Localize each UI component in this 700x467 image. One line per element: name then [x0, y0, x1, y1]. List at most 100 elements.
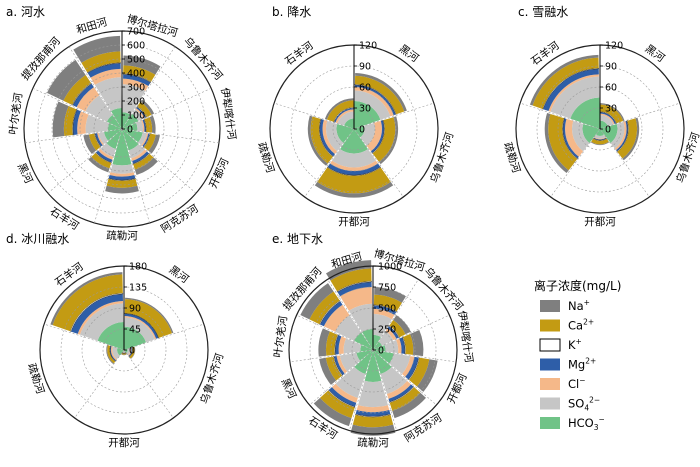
legend-swatch	[540, 378, 560, 390]
wedge-Na	[319, 357, 337, 385]
wedge-Ca	[617, 118, 638, 159]
wedge-Mg	[405, 356, 419, 380]
wedge-Na	[106, 344, 114, 365]
category-label: 石羊河	[528, 39, 562, 68]
wedge-SO4	[550, 76, 600, 119]
radial-tick-label: 1000	[378, 262, 402, 273]
wedge-Ca	[107, 345, 116, 364]
wedge-K	[334, 334, 339, 355]
category-label: 叶尔羌河	[6, 91, 25, 135]
wedge-Mg	[124, 313, 159, 339]
wedge-Na	[73, 35, 121, 63]
wedge-Na	[378, 116, 399, 165]
wedge-HCO3	[108, 123, 122, 131]
panel-5: e. 地下水02505007501000博尔塔拉河乌鲁木齐河伊犁喀什河开都河阿克…	[271, 232, 476, 449]
wedge-Cl	[335, 109, 354, 124]
wedge-K	[354, 83, 397, 115]
wedge-HCO3	[364, 350, 382, 382]
wedge-Ca	[389, 320, 406, 338]
wedge-HCO3	[570, 97, 600, 129]
wedge-Na	[149, 115, 156, 134]
wedge-SO4	[373, 313, 392, 338]
wedge-SO4	[132, 109, 144, 122]
wedge-Mg	[327, 163, 381, 176]
category-label: 疏勒河	[255, 141, 277, 175]
wedge-Na	[393, 315, 411, 335]
legend-swatch	[540, 358, 560, 371]
panel-title: d. 冰川融水	[6, 232, 69, 246]
spoke	[599, 128, 650, 198]
wedge-Ca	[409, 357, 430, 387]
category-label: 疏勒河	[106, 229, 138, 242]
radial-tick-label: 750	[378, 283, 396, 294]
wedge-SO4	[600, 115, 614, 127]
spoke	[304, 128, 355, 198]
legend-swatch	[540, 417, 560, 429]
wedge-Mg	[562, 118, 579, 159]
wedge-Cl	[600, 113, 615, 125]
wedge-Na	[590, 141, 610, 146]
wedge-Ca	[63, 74, 92, 105]
wedge-Ca	[352, 414, 394, 428]
wedge-Ca	[372, 117, 396, 162]
grid-circle	[332, 107, 376, 151]
wedge-HCO3	[373, 334, 381, 350]
category-label: 阿克苏河	[158, 202, 201, 236]
grid-circle	[578, 107, 622, 151]
wedge-Cl	[565, 118, 584, 157]
spoke	[68, 46, 123, 130]
wedge-Cl	[76, 87, 100, 112]
panel-title: e. 地下水	[272, 232, 323, 246]
wedge-Na	[46, 59, 86, 101]
spoke	[121, 88, 212, 130]
wedge-Cl	[336, 355, 348, 374]
category-label: 和田河	[75, 16, 109, 37]
category-label: 疏勒河	[25, 362, 47, 396]
wedge-K	[326, 166, 382, 177]
wedge-Cl	[330, 160, 378, 171]
wedge-Na	[318, 328, 330, 357]
spoke	[121, 128, 197, 194]
wedge-Na	[529, 54, 599, 106]
wedge-Na	[125, 297, 174, 334]
wedge-K	[388, 325, 400, 338]
wedge-Cl	[396, 338, 402, 354]
radial-tick-label: 120	[605, 41, 623, 52]
legend-title: 离子浓度(mg/L)	[534, 278, 621, 293]
wedge-SO4	[335, 366, 366, 399]
radial-tick-label: 700	[127, 27, 145, 38]
wedge-Cl	[402, 356, 415, 377]
wedge-Ca	[121, 353, 127, 355]
category-label: 开都河	[108, 437, 140, 449]
spoke	[74, 349, 125, 419]
wedge-Mg	[87, 63, 121, 78]
wedge-Na	[392, 392, 426, 419]
wedge-SO4	[358, 380, 388, 408]
wedge-Mg	[616, 120, 628, 152]
wedge-K	[389, 386, 415, 404]
wedge-SO4	[136, 120, 143, 132]
wedge-Na	[410, 330, 424, 357]
wedge-Ca	[320, 390, 355, 419]
wedge-K	[69, 292, 124, 332]
wedge-Mg	[72, 83, 94, 108]
grid-circle	[37, 44, 207, 214]
wedge-HCO3	[373, 341, 383, 350]
wedge-SO4	[94, 77, 122, 112]
panel-title: b. 降水	[272, 5, 311, 19]
wedge-Ca	[91, 152, 112, 169]
wedge-Na	[326, 260, 372, 281]
wedge-HCO3	[106, 129, 122, 150]
wedge-SO4	[122, 84, 146, 115]
wedge-Ca	[123, 65, 156, 82]
wedge-HCO3	[122, 129, 139, 151]
wedge-Ca	[325, 331, 338, 356]
category-label: 黑河	[15, 161, 35, 186]
wedge-Na	[374, 287, 406, 303]
wedge-Ca	[317, 167, 391, 194]
wedge-SO4	[124, 317, 155, 343]
radial-tick-label: 200	[127, 97, 145, 108]
wedge-Cl	[338, 336, 347, 355]
category-label: 叶尔羌河	[271, 314, 290, 358]
